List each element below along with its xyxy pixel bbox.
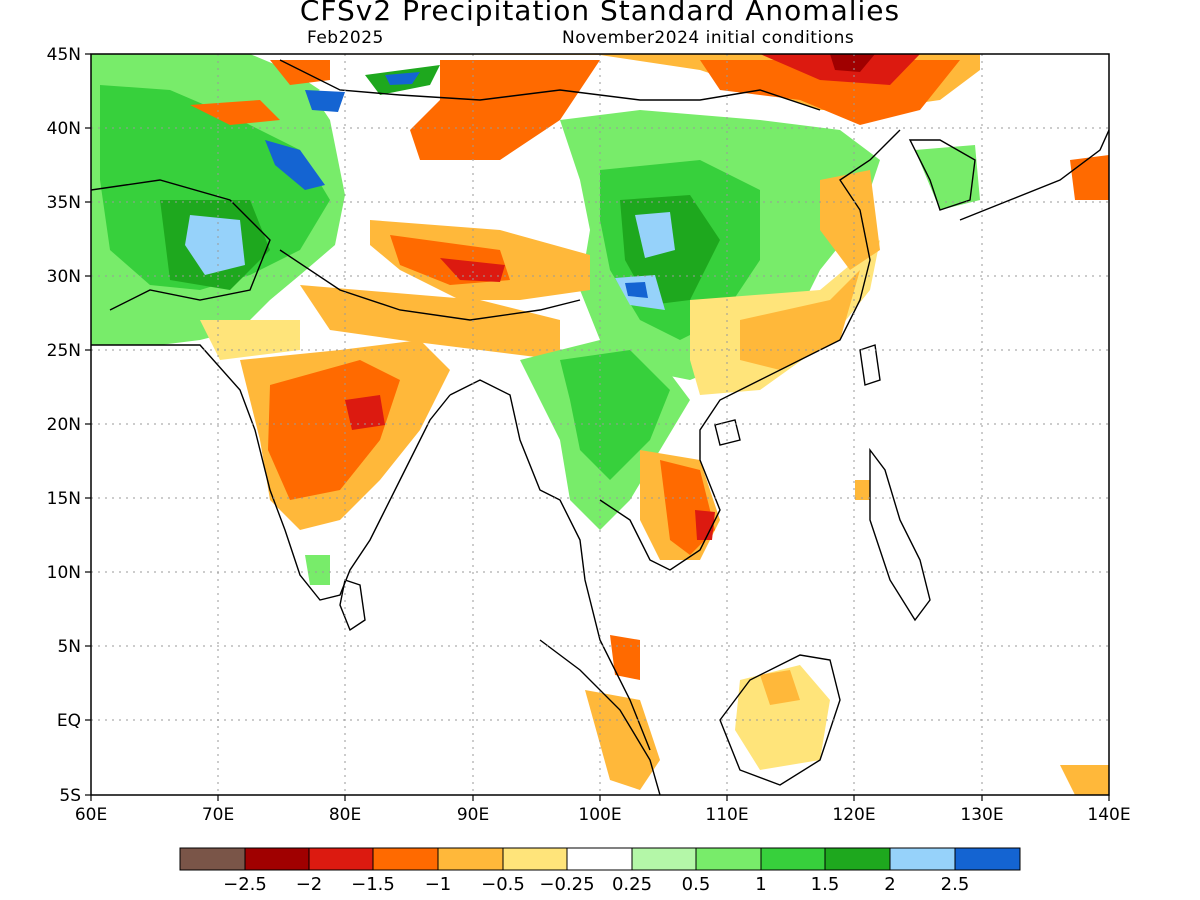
wet-area-central-asia-strong (100, 85, 330, 290)
colorbar-label: −1.5 (351, 874, 395, 895)
coastline-indochina (599, 129, 901, 571)
wet-area-altai-max (385, 72, 420, 85)
colorbar-label: −2.5 (223, 874, 267, 895)
wet-area-yunnan-peak (625, 282, 648, 298)
dry-area-new-guinea (1060, 765, 1109, 795)
colorbar-label: 2 (884, 874, 895, 895)
wet-area-south-india (305, 555, 330, 585)
wet-area-dzungaria (305, 90, 345, 112)
map-title: CFSv2 Precipitation Standard Anomalies (299, 0, 901, 27)
colorbar-label: 0.25 (612, 874, 652, 895)
dry-area-junggar (270, 60, 330, 85)
lat-label: 20N (47, 415, 81, 435)
lon-label: 140E (1087, 805, 1130, 825)
wet-area-karakoram-max (265, 140, 325, 190)
colorbar: −2.5 −2 −1.5 −1 −0.5 −0.25 0.25 0.5 1 1.… (179, 847, 1021, 895)
dry-area-india-north (200, 320, 300, 360)
border-china-mongolia (279, 59, 821, 111)
lon-label: 80E (329, 805, 361, 825)
coastline-borneo (719, 654, 841, 786)
colorbar-swatch (954, 847, 1021, 871)
anomaly-field (91, 54, 1109, 795)
dry-area-sumatra (585, 690, 660, 790)
coastline-korea (908, 139, 976, 211)
coastline-sumatra (539, 639, 661, 795)
lon-label: 100E (578, 805, 621, 825)
colorbar-label: 2.5 (941, 874, 970, 895)
lat-label: 5S (59, 786, 81, 806)
lon-label: 110E (705, 805, 748, 825)
dry-area-india-core (268, 360, 400, 500)
lat-label: 35N (47, 193, 81, 213)
dry-area-borneo (735, 665, 830, 770)
latitude-labels: 45N 40N 35N 30N 25N 20N 15N 10N 5N EQ 5S (47, 45, 81, 806)
colorbar-label: 0.5 (682, 874, 711, 895)
wet-area-korea (915, 145, 980, 210)
colorbar-label: −2 (296, 874, 323, 895)
coastline-hainan (714, 419, 741, 446)
dry-area-tibet-max (440, 258, 505, 282)
lat-label: 25N (47, 341, 81, 361)
lon-label: 60E (75, 805, 107, 825)
lat-label: 10N (47, 563, 81, 583)
dry-area-mongolia-core (410, 60, 600, 160)
lat-label: EQ (57, 711, 81, 731)
coastline-japan (959, 129, 1109, 221)
wet-area-sichuan-max (635, 212, 675, 258)
dry-area-ne-china-max (830, 54, 875, 72)
axis-ticks (85, 53, 1110, 801)
lon-label: 120E (832, 805, 875, 825)
colorbar-swatch (179, 847, 246, 871)
coastlines (91, 59, 1109, 795)
colorbar-label: 1 (755, 874, 766, 895)
coastline-bay-of-bengal (449, 379, 651, 751)
lat-label: 5N (57, 637, 81, 657)
colorbar-swatch (308, 847, 374, 871)
longitude-labels: 60E 70E 80E 90E 100E 110E 120E 130E 140E (75, 805, 1131, 825)
colorbar-swatch (372, 847, 439, 871)
colorbar-label: 1.5 (811, 874, 840, 895)
colorbar-swatch (824, 847, 891, 871)
border-afghanistan (91, 179, 271, 311)
valid-month-label: Feb2025 (307, 28, 384, 48)
lat-label: 40N (47, 119, 81, 139)
colorbar-label: −0.25 (539, 874, 594, 895)
dry-area-japan (1070, 155, 1109, 200)
dry-area-vietnam-max (695, 510, 715, 540)
colorbar-swatch (502, 847, 568, 871)
gridlines (91, 54, 1109, 795)
coastline-arabian-sea-india (91, 344, 451, 601)
colorbar-swatch (760, 847, 826, 871)
wet-area-myanmar-core (560, 350, 670, 480)
dry-area-malaya (610, 635, 640, 680)
lon-label: 70E (202, 805, 234, 825)
lat-label: 45N (47, 45, 81, 65)
colorbar-swatch (566, 847, 633, 871)
colorbar-swatch (889, 847, 956, 871)
colorbar-label: −0.5 (481, 874, 525, 895)
colorbar-label: −1 (425, 874, 452, 895)
coastline-philippines (869, 447, 931, 622)
colorbar-swatch (437, 847, 504, 871)
lat-label: 15N (47, 489, 81, 509)
lon-label: 90E (457, 805, 489, 825)
coastline-taiwan (859, 344, 881, 386)
dry-area-india-max (345, 395, 385, 430)
dry-area-philippines (855, 480, 870, 500)
colorbar-swatch (631, 847, 697, 871)
colorbar-swatch (244, 847, 310, 871)
colorbar-swatch (695, 847, 762, 871)
border-himalaya (279, 249, 581, 321)
dry-area-borneo-core (760, 670, 800, 705)
lat-label: 30N (47, 267, 81, 287)
dry-area-east-coast (820, 170, 880, 270)
wet-area-afghanistan-max (185, 215, 245, 275)
initial-conditions-label: November2024 initial conditions (562, 28, 855, 48)
dry-area-himalaya (300, 285, 560, 360)
dry-area-lake-balkhash (190, 100, 280, 125)
lon-label: 130E (960, 805, 1003, 825)
coastline-sri-lanka (339, 579, 366, 632)
